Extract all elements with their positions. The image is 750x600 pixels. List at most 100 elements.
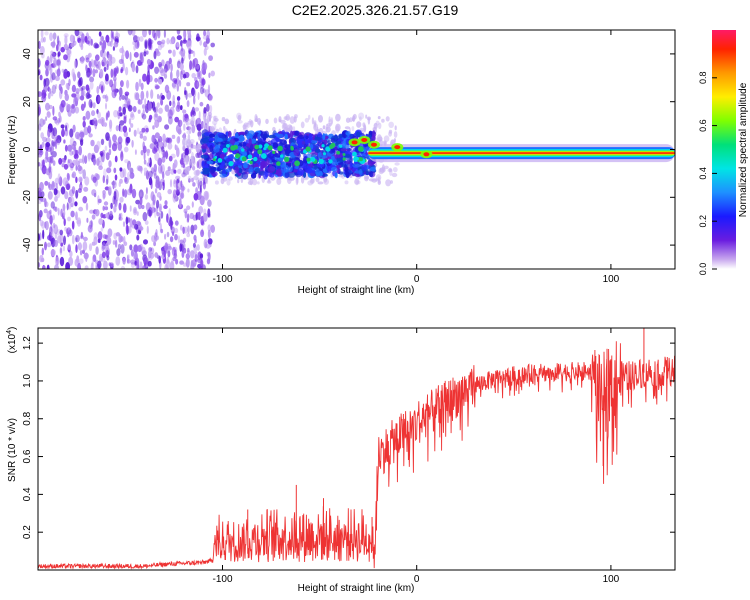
- noise-speck: [150, 89, 154, 99]
- band-speck: [229, 139, 236, 145]
- noise-speck: [173, 169, 177, 174]
- noise-speck: [187, 30, 192, 36]
- noise-speck: [45, 102, 50, 111]
- noise-speck: [164, 124, 170, 130]
- noise-speck: [152, 125, 155, 130]
- noise-speck: [103, 66, 107, 72]
- noise-speck: [71, 220, 75, 230]
- noise-speck: [44, 201, 49, 208]
- noise-speck: [169, 100, 172, 106]
- noise-speck: [129, 172, 135, 179]
- noise-speck: [168, 109, 173, 119]
- noise-speck: [67, 243, 71, 251]
- halo-speck: [344, 180, 349, 185]
- noise-speck: [66, 183, 71, 190]
- band-highlight: [280, 154, 284, 158]
- band-highlight: [247, 154, 253, 159]
- noise-speck: [49, 209, 52, 215]
- signal-bulge-core: [361, 137, 368, 142]
- noise-speck: [42, 265, 47, 269]
- noise-speck: [186, 82, 191, 87]
- noise-speck: [198, 110, 201, 120]
- noise-speck: [64, 144, 68, 152]
- noise-speck: [136, 60, 143, 66]
- noise-speck: [54, 139, 58, 150]
- noise-speck: [100, 212, 104, 219]
- noise-speck: [74, 59, 77, 69]
- noise-speck: [169, 106, 175, 116]
- band-speck: [343, 160, 347, 168]
- noise-speck: [156, 51, 161, 57]
- halo-speck: [383, 135, 390, 142]
- noise-speck: [68, 78, 71, 87]
- noise-speck: [75, 158, 79, 166]
- noise-speck: [52, 116, 58, 121]
- noise-speck: [166, 137, 172, 143]
- band-speck: [236, 160, 243, 164]
- band-highlight: [359, 157, 363, 162]
- noise-speck: [128, 127, 131, 133]
- noise-speck: [155, 85, 160, 90]
- noise-speck: [155, 229, 158, 238]
- noise-speck: [39, 254, 44, 263]
- noise-speck: [54, 206, 58, 212]
- noise-speck: [52, 32, 57, 40]
- noise-speck: [160, 165, 163, 175]
- noise-speck: [123, 235, 126, 245]
- noise-speck: [53, 224, 59, 235]
- noise-speck: [67, 159, 72, 164]
- noise-speck: [57, 173, 61, 183]
- halo-speck: [182, 138, 186, 146]
- noise-speck: [148, 176, 153, 186]
- halo-speck: [325, 123, 329, 130]
- band-speck: [319, 143, 323, 149]
- noise-speck: [195, 251, 199, 259]
- noise-speck: [183, 247, 187, 254]
- noise-speck: [119, 178, 123, 184]
- halo-speck: [364, 176, 369, 180]
- noise-speck: [193, 95, 196, 105]
- halo-speck: [192, 145, 197, 149]
- noise-speck: [60, 242, 64, 247]
- halo-speck: [284, 127, 289, 131]
- band-highlight: [322, 152, 327, 156]
- noise-speck: [191, 72, 196, 79]
- noise-speck: [207, 208, 211, 218]
- noise-speck: [91, 110, 96, 117]
- band-highlight: [263, 147, 267, 151]
- noise-speck: [147, 101, 152, 112]
- snr-y-tick-label: 1.2: [22, 336, 33, 350]
- halo-speck: [359, 116, 362, 121]
- noise-speck: [149, 143, 155, 150]
- noise-speck: [125, 50, 130, 60]
- noise-speck: [152, 30, 156, 39]
- halo-speck: [345, 117, 351, 123]
- noise-speck: [48, 166, 52, 173]
- noise-speck: [163, 73, 168, 79]
- noise-speck: [179, 260, 185, 265]
- noise-speck: [91, 214, 96, 220]
- band-speck: [222, 137, 228, 141]
- noise-speck: [63, 218, 66, 227]
- noise-speck: [139, 196, 143, 206]
- noise-speck: [62, 177, 68, 187]
- noise-speck: [147, 209, 152, 217]
- band-speck: [309, 144, 314, 150]
- halo-speck: [354, 177, 360, 186]
- noise-speck: [103, 201, 109, 206]
- noise-speck: [63, 163, 69, 170]
- noise-speck: [141, 113, 147, 120]
- noise-speck: [148, 30, 152, 36]
- snr-marks: [38, 328, 675, 570]
- noise-speck: [106, 236, 112, 245]
- noise-speck: [145, 187, 148, 195]
- band-speck: [305, 135, 309, 140]
- noise-speck: [99, 41, 102, 46]
- noise-speck: [83, 252, 89, 260]
- noise-speck: [126, 171, 132, 180]
- noise-speck: [193, 224, 198, 231]
- noise-speck: [86, 217, 89, 223]
- noise-speck: [63, 33, 69, 38]
- noise-speck: [80, 103, 85, 112]
- band-speck: [365, 169, 369, 176]
